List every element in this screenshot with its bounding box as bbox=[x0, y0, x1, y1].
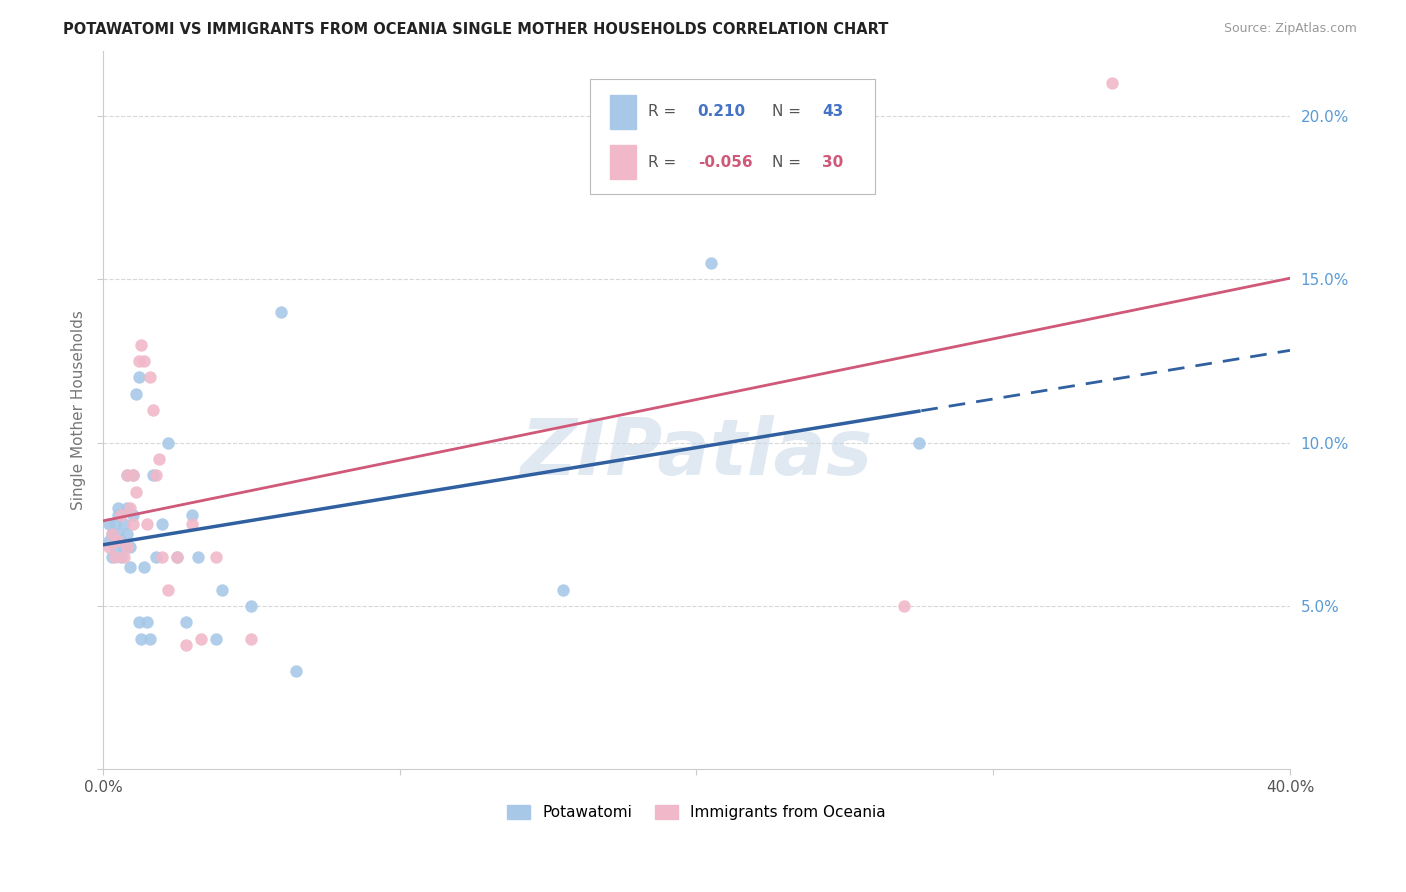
Point bbox=[142, 468, 165, 483]
Point bbox=[115, 500, 138, 515]
Point bbox=[204, 632, 226, 646]
Point bbox=[121, 517, 143, 532]
Text: 0.210: 0.210 bbox=[697, 104, 745, 120]
Point bbox=[118, 540, 141, 554]
Point bbox=[121, 468, 143, 483]
Text: POTAWATOMI VS IMMIGRANTS FROM OCEANIA SINGLE MOTHER HOUSEHOLDS CORRELATION CHART: POTAWATOMI VS IMMIGRANTS FROM OCEANIA SI… bbox=[63, 22, 889, 37]
Point bbox=[115, 540, 138, 554]
Point bbox=[97, 517, 120, 532]
Point bbox=[112, 517, 135, 532]
Point bbox=[110, 533, 132, 548]
Point bbox=[157, 582, 180, 597]
Point bbox=[166, 549, 188, 564]
Point bbox=[136, 615, 159, 630]
Text: Source: ZipAtlas.com: Source: ZipAtlas.com bbox=[1223, 22, 1357, 36]
Point bbox=[148, 452, 170, 467]
Point bbox=[101, 527, 124, 541]
Point bbox=[115, 468, 138, 483]
Text: 43: 43 bbox=[823, 104, 844, 120]
Point bbox=[107, 533, 129, 548]
Point bbox=[124, 386, 146, 401]
Point bbox=[118, 559, 141, 574]
Text: R =: R = bbox=[648, 154, 681, 169]
Point bbox=[181, 517, 204, 532]
Point bbox=[112, 540, 135, 554]
Text: N =: N = bbox=[772, 104, 806, 120]
Point bbox=[115, 468, 138, 483]
Point bbox=[139, 632, 162, 646]
Point bbox=[136, 517, 159, 532]
Point bbox=[174, 638, 197, 652]
Point bbox=[128, 615, 150, 630]
Point bbox=[104, 549, 127, 564]
Point bbox=[145, 468, 167, 483]
Point bbox=[700, 256, 723, 270]
Point bbox=[124, 484, 146, 499]
Point bbox=[166, 549, 188, 564]
Point bbox=[908, 435, 931, 450]
Point bbox=[128, 370, 150, 384]
Point bbox=[190, 632, 212, 646]
Point bbox=[145, 549, 167, 564]
Point bbox=[1101, 76, 1123, 90]
Point bbox=[157, 435, 180, 450]
Point bbox=[115, 527, 138, 541]
Text: ZIPatlas: ZIPatlas bbox=[520, 415, 873, 491]
Point bbox=[150, 549, 173, 564]
Point bbox=[204, 549, 226, 564]
Point bbox=[118, 500, 141, 515]
Text: R =: R = bbox=[648, 104, 681, 120]
Point bbox=[101, 527, 124, 541]
Point bbox=[128, 354, 150, 368]
Y-axis label: Single Mother Households: Single Mother Households bbox=[72, 310, 86, 510]
Point bbox=[174, 615, 197, 630]
Point bbox=[110, 508, 132, 522]
Point bbox=[139, 370, 162, 384]
Point bbox=[97, 533, 120, 548]
Point bbox=[107, 527, 129, 541]
Point bbox=[104, 517, 127, 532]
Point bbox=[181, 508, 204, 522]
Point bbox=[101, 549, 124, 564]
Text: -0.056: -0.056 bbox=[697, 154, 752, 169]
Point bbox=[134, 354, 156, 368]
Point bbox=[131, 337, 153, 351]
Point bbox=[150, 517, 173, 532]
Point bbox=[107, 508, 129, 522]
Point bbox=[121, 468, 143, 483]
Text: N =: N = bbox=[772, 154, 806, 169]
Text: 30: 30 bbox=[823, 154, 844, 169]
Point bbox=[284, 665, 307, 679]
Point bbox=[112, 549, 135, 564]
Point bbox=[240, 599, 263, 613]
Legend: Potawatomi, Immigrants from Oceania: Potawatomi, Immigrants from Oceania bbox=[501, 799, 891, 826]
Point bbox=[134, 559, 156, 574]
Point bbox=[211, 582, 233, 597]
Point bbox=[110, 549, 132, 564]
Point bbox=[240, 632, 263, 646]
Point bbox=[104, 540, 127, 554]
FancyBboxPatch shape bbox=[589, 79, 875, 194]
Point bbox=[270, 305, 292, 319]
Point bbox=[893, 599, 915, 613]
Point bbox=[131, 632, 153, 646]
FancyBboxPatch shape bbox=[610, 95, 636, 129]
FancyBboxPatch shape bbox=[610, 145, 636, 179]
Point bbox=[142, 403, 165, 417]
Point bbox=[187, 549, 209, 564]
Point bbox=[107, 500, 129, 515]
Point bbox=[97, 540, 120, 554]
Point bbox=[121, 508, 143, 522]
Point bbox=[551, 582, 574, 597]
